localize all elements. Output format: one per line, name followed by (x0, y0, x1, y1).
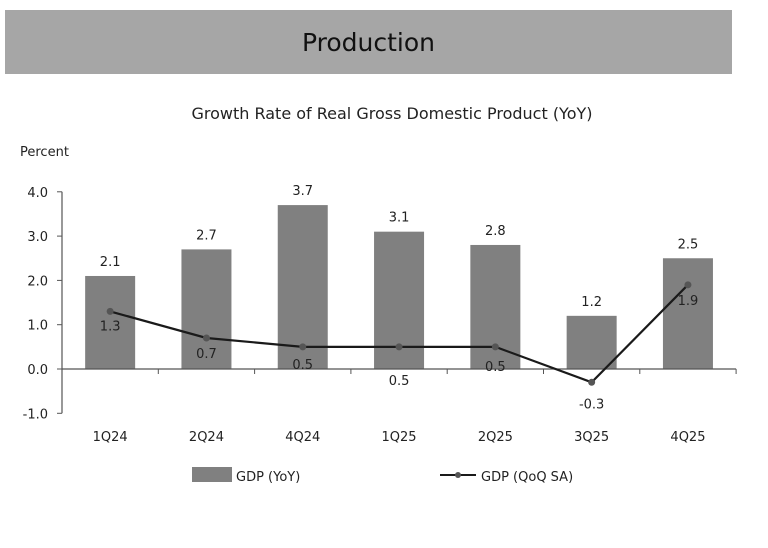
qoq-marker-1Q24 (106, 307, 114, 315)
qoq-data-label: 0.7 (196, 347, 217, 362)
bar-1Q24 (85, 275, 136, 369)
bar-data-label: 3.1 (389, 211, 410, 226)
qoq-marker-2Q25 (491, 343, 499, 351)
qoq-data-label: 0.5 (389, 374, 410, 389)
x-tick-label: 1Q24 (93, 430, 128, 445)
bar-data-label: 1.2 (581, 295, 602, 310)
y-tick-label: -1.0 (23, 407, 48, 422)
x-tick-label: 4Q25 (670, 430, 705, 445)
chart-title: Growth Rate of Real Gross Domestic Produ… (191, 104, 592, 123)
bar-data-label: 2.7 (196, 228, 217, 243)
legend: GDP (YoY) GDP (QoQ SA) (192, 467, 573, 485)
qoq-marker-1Q25 (395, 343, 403, 351)
bar-3Q25 (566, 315, 617, 369)
y-tick-label: 3.0 (27, 230, 48, 245)
qoq-data-label: 0.5 (292, 358, 313, 373)
legend-swatch-marker (455, 472, 461, 478)
qoq-marker-4Q24 (299, 343, 307, 351)
bar-data-label: 2.1 (100, 255, 121, 270)
qoq-marker-4Q25 (684, 281, 692, 289)
bar-data-label: 3.7 (292, 184, 313, 199)
qoq-data-label: 0.5 (485, 360, 506, 375)
bar-data-label: 2.8 (485, 224, 506, 239)
qoq-data-label: -0.3 (579, 397, 604, 412)
qoq-marker-3Q25 (588, 378, 596, 386)
qoq-data-label: 1.9 (678, 294, 699, 309)
x-tick-label: 4Q24 (285, 430, 320, 445)
section-title: Production (301, 27, 435, 57)
section-header: Production (5, 10, 732, 74)
bar-4Q25 (662, 258, 713, 369)
bar-2Q24 (181, 249, 232, 369)
legend-label-yoy: GDP (YoY) (236, 470, 300, 485)
y-tick-label: 4.0 (27, 186, 48, 201)
y-axis-label: Percent (20, 145, 69, 160)
y-tick-label: 0.0 (27, 363, 48, 378)
y-tick-label: 2.0 (27, 274, 48, 289)
qoq-marker-2Q24 (202, 334, 210, 342)
bar-4Q24 (277, 205, 328, 369)
qoq-data-label: 1.3 (100, 319, 121, 334)
x-tick-label: 2Q24 (189, 430, 224, 445)
y-tick-label: 1.0 (27, 319, 48, 334)
bar-2Q25 (470, 244, 521, 369)
x-tick-label: 3Q25 (574, 430, 609, 445)
x-tick-label: 1Q25 (382, 430, 417, 445)
legend-label-qoq: GDP (QoQ SA) (481, 470, 573, 485)
x-tick-label: 2Q25 (478, 430, 513, 445)
legend-swatch-bar (192, 467, 232, 482)
bar-data-label: 2.5 (678, 237, 699, 252)
